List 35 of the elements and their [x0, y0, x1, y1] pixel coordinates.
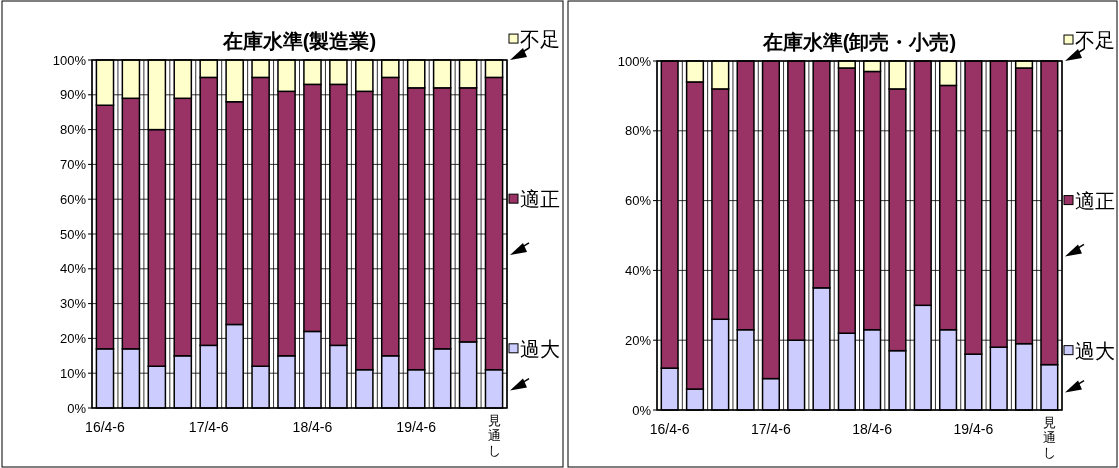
y-tick-label: 80% [59, 122, 87, 138]
x-tick-label: 見通し [1042, 415, 1056, 460]
y-tick-label: 40% [624, 262, 652, 278]
y-tick-label: 30% [59, 296, 87, 312]
y-tick-label: 40% [59, 261, 87, 277]
legend-label: 過大 [520, 337, 560, 360]
x-tick-label: 19/4-6 [396, 419, 437, 435]
x-tick-label: 17/4-6 [751, 421, 791, 437]
y-tick-label: 80% [624, 123, 652, 139]
x-tick-label: 18/4-6 [852, 421, 893, 437]
y-tick-label: 20% [59, 330, 87, 346]
legend-label: 不足 [1075, 29, 1115, 52]
x-tick-label: 19/4-6 [953, 421, 994, 437]
chart-title: 在庫水準(製造業) [221, 30, 377, 52]
y-tick-label: 10% [59, 365, 87, 381]
y-tick-label: 60% [624, 193, 652, 209]
y-tick-label: 0% [67, 400, 87, 416]
legend-label: 過大 [1075, 339, 1115, 362]
x-tick-label: 見通し [487, 413, 501, 458]
x-tick-label: 16/4-6 [649, 421, 690, 437]
y-tick-label: 100% [617, 53, 652, 69]
chart-title: 在庫水準(卸売・小売) [761, 31, 957, 53]
y-tick-label: 70% [59, 156, 87, 172]
legend-label: 適正 [1075, 189, 1115, 212]
x-tick-label: 16/4-6 [85, 419, 126, 435]
y-tick-label: 60% [59, 191, 87, 207]
x-tick-label: 17/4-6 [188, 419, 229, 435]
y-tick-label: 90% [59, 87, 87, 103]
x-tick-label: 18/4-6 [292, 419, 333, 435]
y-tick-label: 0% [632, 402, 652, 418]
y-tick-label: 100% [52, 52, 87, 68]
y-tick-label: 50% [59, 226, 87, 242]
legend-label: 不足 [520, 28, 560, 51]
legend-label: 適正 [520, 188, 560, 211]
y-tick-label: 20% [624, 332, 652, 348]
